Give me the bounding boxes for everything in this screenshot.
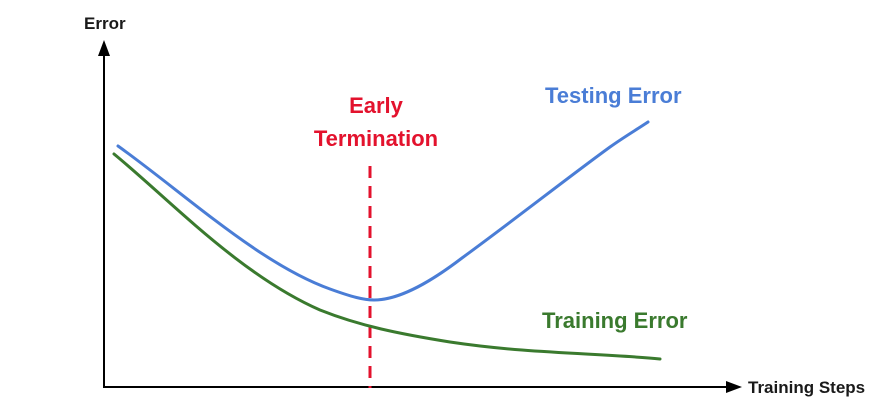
x-axis-arrow: [726, 381, 742, 393]
testing-error-label: Testing Error: [545, 83, 682, 108]
y-axis-label: Error: [84, 14, 126, 33]
early-termination-label-line2: Termination: [314, 126, 438, 151]
training-error-curve: [112, 152, 662, 361]
x-axis-label: Training Steps: [748, 378, 865, 397]
testing-error-curve: [116, 120, 650, 302]
training-error-label: Training Error: [542, 308, 688, 333]
early-termination-label-line1: Early: [349, 93, 404, 118]
y-axis-arrow: [98, 40, 110, 56]
